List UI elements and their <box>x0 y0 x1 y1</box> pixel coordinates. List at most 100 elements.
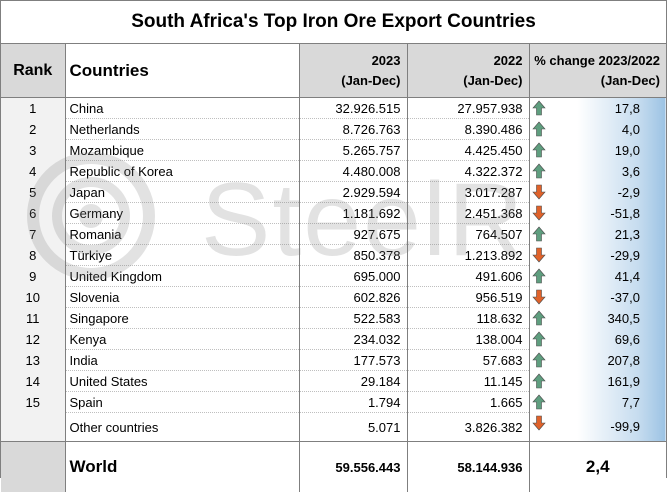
value-2022-cell: 118.632 <box>407 308 529 329</box>
rank-cell: 4 <box>1 161 65 182</box>
year-2022-header-line1: 2022 <box>408 51 523 71</box>
country-cell: United States <box>65 371 299 392</box>
pct-change-cell: 21,3 <box>529 224 666 245</box>
rank-cell: 15 <box>1 392 65 413</box>
total-2023-cell: 59.556.443 <box>299 442 407 492</box>
pct-change-header-line1: % change 2023/2022 <box>530 51 661 71</box>
value-2022-cell: 4.425.450 <box>407 140 529 161</box>
total-label-cell: World <box>65 442 299 492</box>
pct-change-value: -99,9 <box>610 419 640 434</box>
country-cell: United Kingdom <box>65 266 299 287</box>
value-2023-cell: 602.826 <box>299 287 407 308</box>
country-cell: Japan <box>65 182 299 203</box>
value-2022-cell: 3.826.382 <box>407 413 529 442</box>
pct-change-cell: 7,7 <box>529 392 666 413</box>
rank-cell: 3 <box>1 140 65 161</box>
pct-change-value: 207,8 <box>607 353 640 368</box>
total-2022-cell: 58.144.936 <box>407 442 529 492</box>
arrow-up-icon <box>532 352 546 368</box>
pct-change-value: 340,5 <box>607 311 640 326</box>
country-cell: Netherlands <box>65 119 299 140</box>
rank-cell: 7 <box>1 224 65 245</box>
pct-change-value: -51,8 <box>610 206 640 221</box>
rank-cell <box>1 413 65 442</box>
rank-cell: 13 <box>1 350 65 371</box>
pct-change-cell: 161,9 <box>529 371 666 392</box>
arrow-up-icon <box>532 100 546 116</box>
export-table: Rank Countries 2023 (Jan-Dec) 2022 (Jan-… <box>1 44 666 492</box>
total-pct-cell: 2,4 <box>529 442 666 492</box>
pct-change-cell: 3,6 <box>529 161 666 182</box>
value-2022-cell: 2.451.368 <box>407 203 529 224</box>
year-2022-header-line2: (Jan-Dec) <box>408 71 523 91</box>
total-rank-cell <box>1 442 65 492</box>
report-table-frame: SteelRadar South Africa's Top Iron Ore E… <box>0 0 667 478</box>
rank-cell: 8 <box>1 245 65 266</box>
rank-cell: 10 <box>1 287 65 308</box>
pct-change-cell: 17,8 <box>529 98 666 119</box>
pct-change-cell: -37,0 <box>529 287 666 308</box>
value-2022-cell: 1.213.892 <box>407 245 529 266</box>
value-2023-cell: 234.032 <box>299 329 407 350</box>
country-cell: Kenya <box>65 329 299 350</box>
pct-change-cell: -99,9 <box>529 413 666 442</box>
pct-change-cell: 340,5 <box>529 308 666 329</box>
pct-change-cell: 41,4 <box>529 266 666 287</box>
value-2022-cell: 57.683 <box>407 350 529 371</box>
year-2022-header: 2022 (Jan-Dec) <box>407 44 529 98</box>
rank-cell: 11 <box>1 308 65 329</box>
value-2023-cell: 8.726.763 <box>299 119 407 140</box>
rank-cell: 14 <box>1 371 65 392</box>
value-2023-cell: 4.480.008 <box>299 161 407 182</box>
pct-change-header: % change 2023/2022 (Jan-Dec) <box>529 44 666 98</box>
value-2023-cell: 2.929.594 <box>299 182 407 203</box>
value-2023-cell: 1.794 <box>299 392 407 413</box>
country-cell: Republic of Korea <box>65 161 299 182</box>
rank-cell: 6 <box>1 203 65 224</box>
value-2023-cell: 1.181.692 <box>299 203 407 224</box>
pct-change-value: 21,3 <box>615 227 640 242</box>
pct-change-value: 161,9 <box>607 374 640 389</box>
pct-change-cell: -29,9 <box>529 245 666 266</box>
arrow-down-icon <box>532 205 546 221</box>
value-2022-cell: 3.017.287 <box>407 182 529 203</box>
pct-change-cell: 207,8 <box>529 350 666 371</box>
year-2023-header-line2: (Jan-Dec) <box>300 71 401 91</box>
year-2023-header-line1: 2023 <box>300 51 401 71</box>
pct-change-value: -29,9 <box>610 248 640 263</box>
arrow-up-icon <box>532 331 546 347</box>
country-cell: Slovenia <box>65 287 299 308</box>
rank-cell: 5 <box>1 182 65 203</box>
arrow-down-icon <box>532 289 546 305</box>
value-2023-cell: 695.000 <box>299 266 407 287</box>
value-2022-cell: 764.507 <box>407 224 529 245</box>
country-cell: Mozambique <box>65 140 299 161</box>
value-2023-cell: 5.265.757 <box>299 140 407 161</box>
value-2023-cell: 32.926.515 <box>299 98 407 119</box>
pct-change-cell: -2,9 <box>529 182 666 203</box>
value-2023-cell: 850.378 <box>299 245 407 266</box>
arrow-down-icon <box>532 247 546 263</box>
country-cell: Spain <box>65 392 299 413</box>
country-cell: Singapore <box>65 308 299 329</box>
rank-cell: 9 <box>1 266 65 287</box>
pct-change-value: 19,0 <box>615 143 640 158</box>
country-cell: Türkiye <box>65 245 299 266</box>
pct-change-value: 3,6 <box>622 164 640 179</box>
arrow-down-icon <box>532 184 546 200</box>
pct-change-value: 17,8 <box>615 101 640 116</box>
value-2022-cell: 1.665 <box>407 392 529 413</box>
pct-change-value: -2,9 <box>618 185 640 200</box>
value-2022-cell: 956.519 <box>407 287 529 308</box>
